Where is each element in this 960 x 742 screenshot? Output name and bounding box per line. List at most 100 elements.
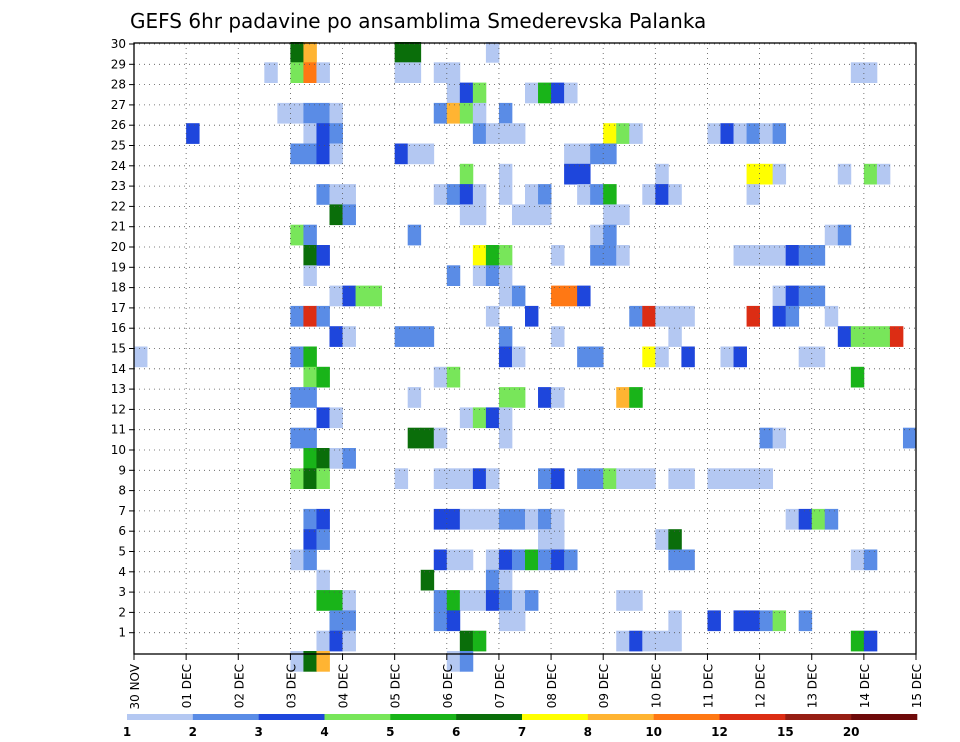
heatmap-cell bbox=[759, 245, 774, 266]
heatmap-cell bbox=[316, 245, 330, 266]
x-tick-label: 06 DEC bbox=[441, 664, 455, 708]
colorbar-swatch bbox=[653, 714, 720, 720]
heatmap-cell bbox=[525, 204, 539, 226]
heatmap-cell bbox=[290, 387, 304, 408]
heatmap-cell bbox=[446, 184, 461, 205]
heatmap-cell bbox=[798, 346, 813, 368]
heatmap-cell bbox=[290, 42, 304, 63]
x-tick-label: 11 DEC bbox=[701, 664, 715, 708]
heatmap-cell bbox=[616, 245, 630, 266]
heatmap-cell bbox=[303, 305, 317, 327]
heatmap-cell bbox=[850, 326, 865, 347]
heatmap-cell bbox=[433, 508, 448, 530]
heatmap-cell bbox=[498, 123, 513, 144]
heatmap-cell bbox=[746, 610, 760, 632]
heatmap-cell bbox=[759, 427, 774, 449]
heatmap-cell bbox=[316, 102, 330, 124]
heatmap-cell bbox=[446, 102, 461, 124]
heatmap-cell bbox=[564, 82, 578, 104]
y-tick-label: 6 bbox=[118, 524, 126, 538]
x-tick-label: 14 DEC bbox=[858, 664, 872, 708]
heatmap-cell bbox=[511, 123, 526, 144]
heatmap-cell bbox=[316, 123, 330, 144]
heatmap-cell bbox=[642, 184, 656, 205]
heatmap-cell bbox=[616, 387, 630, 408]
y-tick-label: 8 bbox=[118, 484, 126, 498]
x-tick-label: 13 DEC bbox=[806, 664, 820, 708]
colorbar-label: 1 bbox=[123, 725, 131, 739]
heatmap-cell bbox=[498, 285, 513, 307]
heatmap-cell bbox=[342, 326, 356, 347]
heatmap-cell bbox=[472, 590, 487, 611]
x-tick-label: 05 DEC bbox=[389, 664, 403, 708]
heatmap-cell bbox=[303, 42, 317, 63]
heatmap-cell bbox=[316, 569, 330, 591]
y-tick-label: 12 bbox=[111, 402, 126, 416]
y-tick-label: 25 bbox=[111, 139, 126, 153]
heatmap-cell bbox=[303, 549, 317, 571]
heatmap-cell bbox=[394, 62, 409, 83]
heatmap-cell bbox=[551, 387, 565, 408]
heatmap-cell bbox=[772, 285, 787, 307]
heatmap-cell bbox=[394, 42, 409, 63]
heatmap-cell bbox=[577, 346, 591, 368]
heatmap-cell bbox=[446, 366, 461, 388]
heatmap-cell bbox=[772, 245, 787, 266]
x-tick-label: 08 DEC bbox=[545, 664, 559, 708]
heatmap-cell bbox=[681, 549, 695, 571]
heatmap-cell bbox=[329, 407, 343, 429]
heatmap-cell bbox=[433, 468, 448, 489]
heatmap-cell bbox=[342, 285, 356, 307]
y-tick-label: 18 bbox=[111, 281, 126, 295]
y-tick-label: 19 bbox=[111, 260, 126, 274]
heatmap-cell bbox=[525, 508, 539, 530]
heatmap-cell bbox=[485, 468, 500, 489]
heatmap-cell bbox=[551, 529, 565, 550]
heatmap-cell bbox=[551, 468, 565, 489]
heatmap-cell bbox=[772, 610, 787, 632]
colorbar-label: 5 bbox=[386, 725, 394, 739]
heatmap-cell bbox=[759, 468, 774, 489]
heatmap-cell bbox=[498, 590, 513, 611]
heatmap-cell bbox=[316, 366, 330, 388]
heatmap-cell bbox=[759, 123, 774, 144]
heatmap-cell bbox=[485, 245, 500, 266]
colorbar-swatch bbox=[192, 714, 259, 720]
heatmap-cell bbox=[511, 204, 526, 226]
heatmap-cell bbox=[290, 62, 304, 83]
heatmap-cell bbox=[538, 468, 552, 489]
heatmap-cell bbox=[616, 630, 630, 652]
colorbar-label: 15 bbox=[777, 725, 794, 739]
heatmap-cell bbox=[707, 468, 721, 489]
heatmap-cell bbox=[655, 630, 669, 652]
y-tick-label: 26 bbox=[111, 118, 126, 132]
heatmap-cell bbox=[303, 143, 317, 165]
heatmap-cell bbox=[446, 468, 461, 489]
heatmap-cell bbox=[498, 265, 513, 286]
heatmap-cell bbox=[772, 123, 787, 144]
heatmap-cell bbox=[785, 285, 800, 307]
heatmap-cell bbox=[472, 123, 487, 144]
heatmap-cell bbox=[472, 245, 487, 266]
heatmap-cell bbox=[394, 468, 409, 489]
x-axis-ticks: 30 NOV 01 DEC 02 DEC 03 DEC 04 DEC 05 DEC 06 D… bbox=[128, 654, 924, 710]
heatmap-cell bbox=[342, 610, 356, 632]
y-tick-label: 15 bbox=[111, 342, 126, 356]
heatmap-cell bbox=[511, 549, 526, 571]
y-tick-label: 11 bbox=[111, 423, 126, 437]
heatmap-cell bbox=[329, 448, 343, 469]
heatmap-cell bbox=[329, 590, 343, 611]
y-tick-label: 28 bbox=[111, 78, 126, 92]
heatmap-cell bbox=[485, 407, 500, 429]
heatmap-cell bbox=[303, 245, 317, 266]
heatmap-cell bbox=[303, 427, 317, 449]
heatmap-cell bbox=[459, 549, 474, 571]
heatmap-cell bbox=[785, 305, 800, 327]
heatmap-cell bbox=[603, 143, 617, 165]
heatmap-cell bbox=[329, 204, 343, 226]
heatmap-cell bbox=[551, 285, 565, 307]
colorbar: 1 2 3 4 5 6 7 8 10 12 15 20 bbox=[123, 714, 918, 739]
x-tick-label: 12 DEC bbox=[754, 664, 768, 708]
heatmap-cell bbox=[290, 549, 304, 571]
colorbar-swatch bbox=[785, 714, 852, 720]
